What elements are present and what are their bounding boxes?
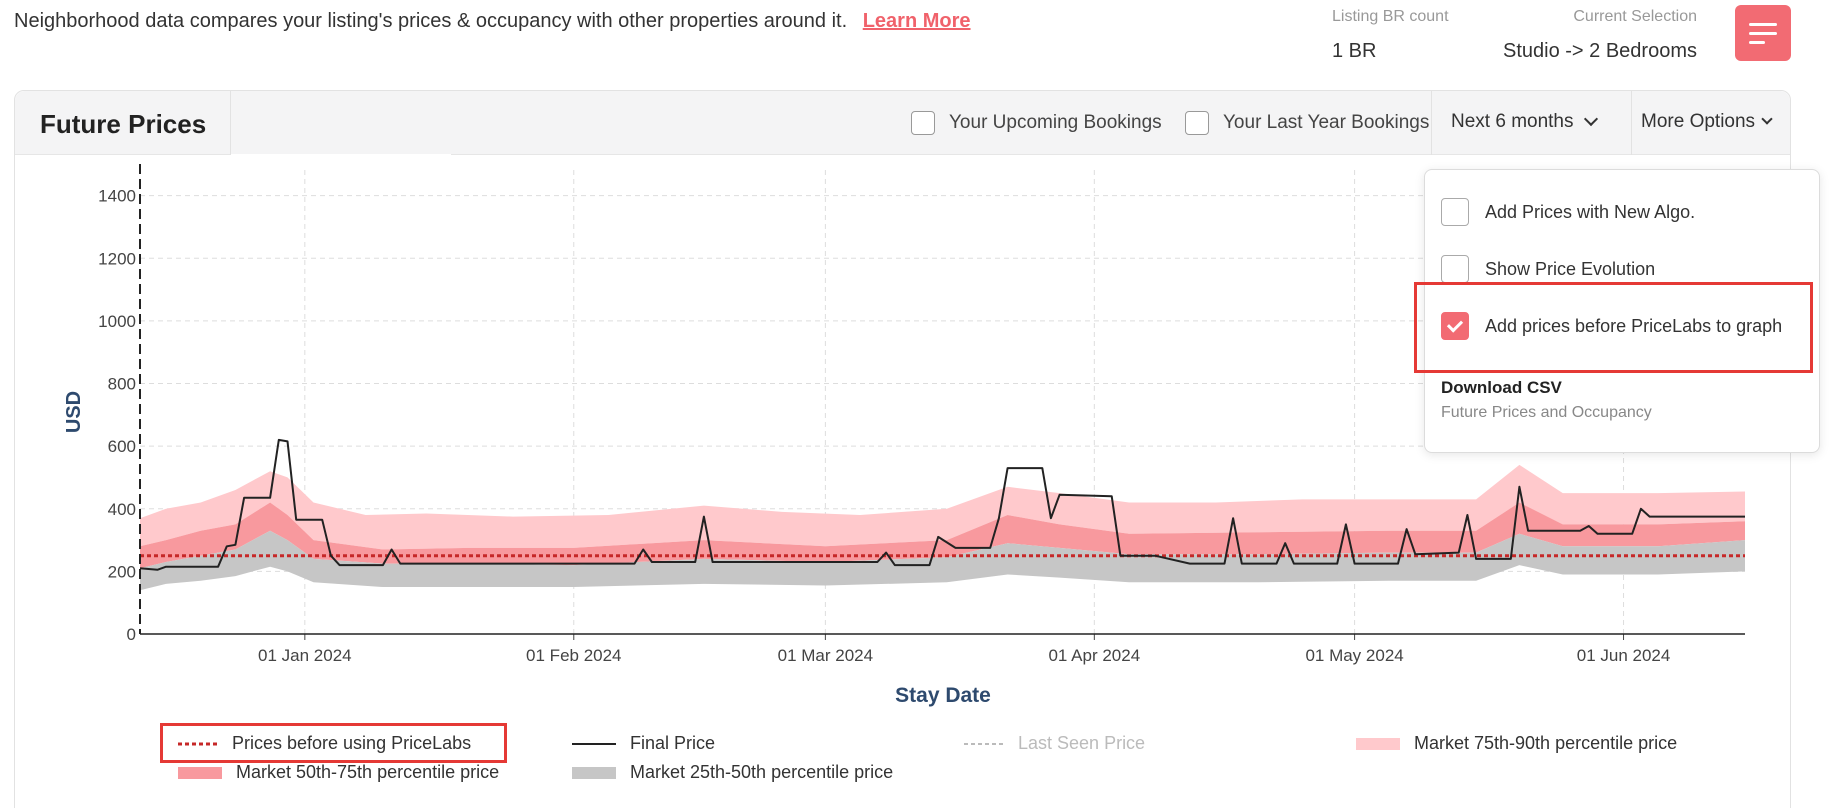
x-tick-label: 01 Mar 2024 [778, 646, 873, 665]
info-text: Neighborhood data compares your listing'… [14, 10, 971, 33]
highlight-option-box [1414, 282, 1813, 373]
y-tick-label: 600 [108, 437, 136, 456]
highlight-legend-box [160, 723, 507, 763]
option-prices-before-pricelabs[interactable]: Add prices before PriceLabs to graph [1441, 312, 1782, 340]
card-header: Future Prices Your Upcoming Bookings You… [15, 91, 1790, 156]
download-csv-link[interactable]: Download CSV [1441, 378, 1562, 397]
last-year-bookings-label: Your Last Year Bookings [1223, 112, 1430, 133]
more-options-label: More Options [1641, 111, 1756, 132]
more-options-dropdown[interactable]: More Options [1641, 111, 1773, 133]
info-message: Neighborhood data compares your listing'… [14, 10, 848, 32]
x-tick-label: 01 May 2024 [1305, 646, 1403, 665]
y-axis-label: USD [63, 391, 85, 433]
prices-before-checkbox[interactable] [1441, 312, 1469, 340]
menu-line-icon [1749, 22, 1777, 26]
legend-last-seen-price[interactable]: Last Seen Price [964, 733, 1145, 754]
x-axis-label: Stay Date [895, 684, 991, 707]
band-50-75 [140, 502, 1745, 569]
y-tick-label: 1400 [98, 187, 136, 206]
final-price-line [139, 438, 1745, 571]
x-tick-label: 01 Jan 2024 [258, 646, 352, 665]
new-algo-checkbox[interactable] [1441, 198, 1469, 226]
x-tick-label: 01 Jun 2024 [1577, 646, 1671, 665]
band-swatch [1356, 737, 1400, 750]
line-swatch [572, 742, 616, 745]
y-tick-label: 200 [108, 562, 136, 581]
selection-label: Current Selection [1573, 8, 1697, 25]
y-tick-label: 0 [127, 625, 136, 644]
last-year-bookings-option[interactable]: Your Last Year Bookings [1185, 111, 1429, 135]
band-swatch [178, 766, 222, 779]
x-tick-label: 01 Feb 2024 [526, 646, 621, 665]
upcoming-bookings-label: Your Upcoming Bookings [949, 112, 1162, 133]
dashed-line-swatch [964, 742, 1004, 745]
band-25-50 [140, 530, 1745, 591]
card-title[interactable]: Future Prices [15, 91, 231, 155]
legend-market-75-90[interactable]: Market 75th-90th percentile price [1356, 733, 1677, 754]
period-dropdown[interactable]: Next 6 months [1451, 111, 1598, 133]
learn-more-link[interactable]: Learn More [862, 10, 971, 32]
last-year-bookings-checkbox[interactable] [1185, 111, 1209, 135]
band-swatch [572, 766, 616, 779]
band-75-90 [140, 464, 1745, 550]
selection-value[interactable]: Studio -> 2 Bedrooms [1503, 40, 1697, 62]
br-count-label: Listing BR count [1332, 8, 1449, 25]
listing-br-count: Listing BR count 1 BR [1332, 8, 1449, 63]
legend-market-50-75[interactable]: Market 50th-75th percentile price [178, 762, 499, 783]
menu-line-icon [1749, 31, 1777, 35]
option-price-evolution[interactable]: Show Price Evolution [1441, 255, 1655, 283]
option-new-algo[interactable]: Add Prices with New Algo. [1441, 198, 1695, 226]
download-csv-description[interactable]: Future Prices and Occupancy [1441, 404, 1652, 421]
y-tick-label: 400 [108, 500, 136, 519]
upcoming-bookings-checkbox[interactable] [911, 111, 935, 135]
filter-menu-button[interactable] [1735, 5, 1791, 61]
legend-before-pricelabs[interactable]: Prices before using PriceLabs [178, 733, 471, 754]
y-tick-label: 1200 [98, 249, 136, 268]
upcoming-bookings-option[interactable]: Your Upcoming Bookings [911, 111, 1162, 135]
y-tick-label: 1000 [98, 312, 136, 331]
y-tick-label: 800 [108, 375, 136, 394]
legend-final-price[interactable]: Final Price [572, 733, 715, 754]
more-options-menu: Add Prices with New Algo. Show Price Evo… [1424, 169, 1820, 453]
menu-line-icon [1749, 40, 1765, 44]
legend-market-25-50[interactable]: Market 25th-50th percentile price [572, 762, 893, 783]
price-evolution-checkbox[interactable] [1441, 255, 1469, 283]
br-count-value: 1 BR [1332, 40, 1377, 62]
period-value: Next 6 months [1451, 111, 1574, 132]
dotted-line-swatch [178, 742, 218, 745]
current-selection: Current Selection Studio -> 2 Bedrooms [1503, 8, 1697, 63]
x-tick-label: 01 Apr 2024 [1048, 646, 1140, 665]
